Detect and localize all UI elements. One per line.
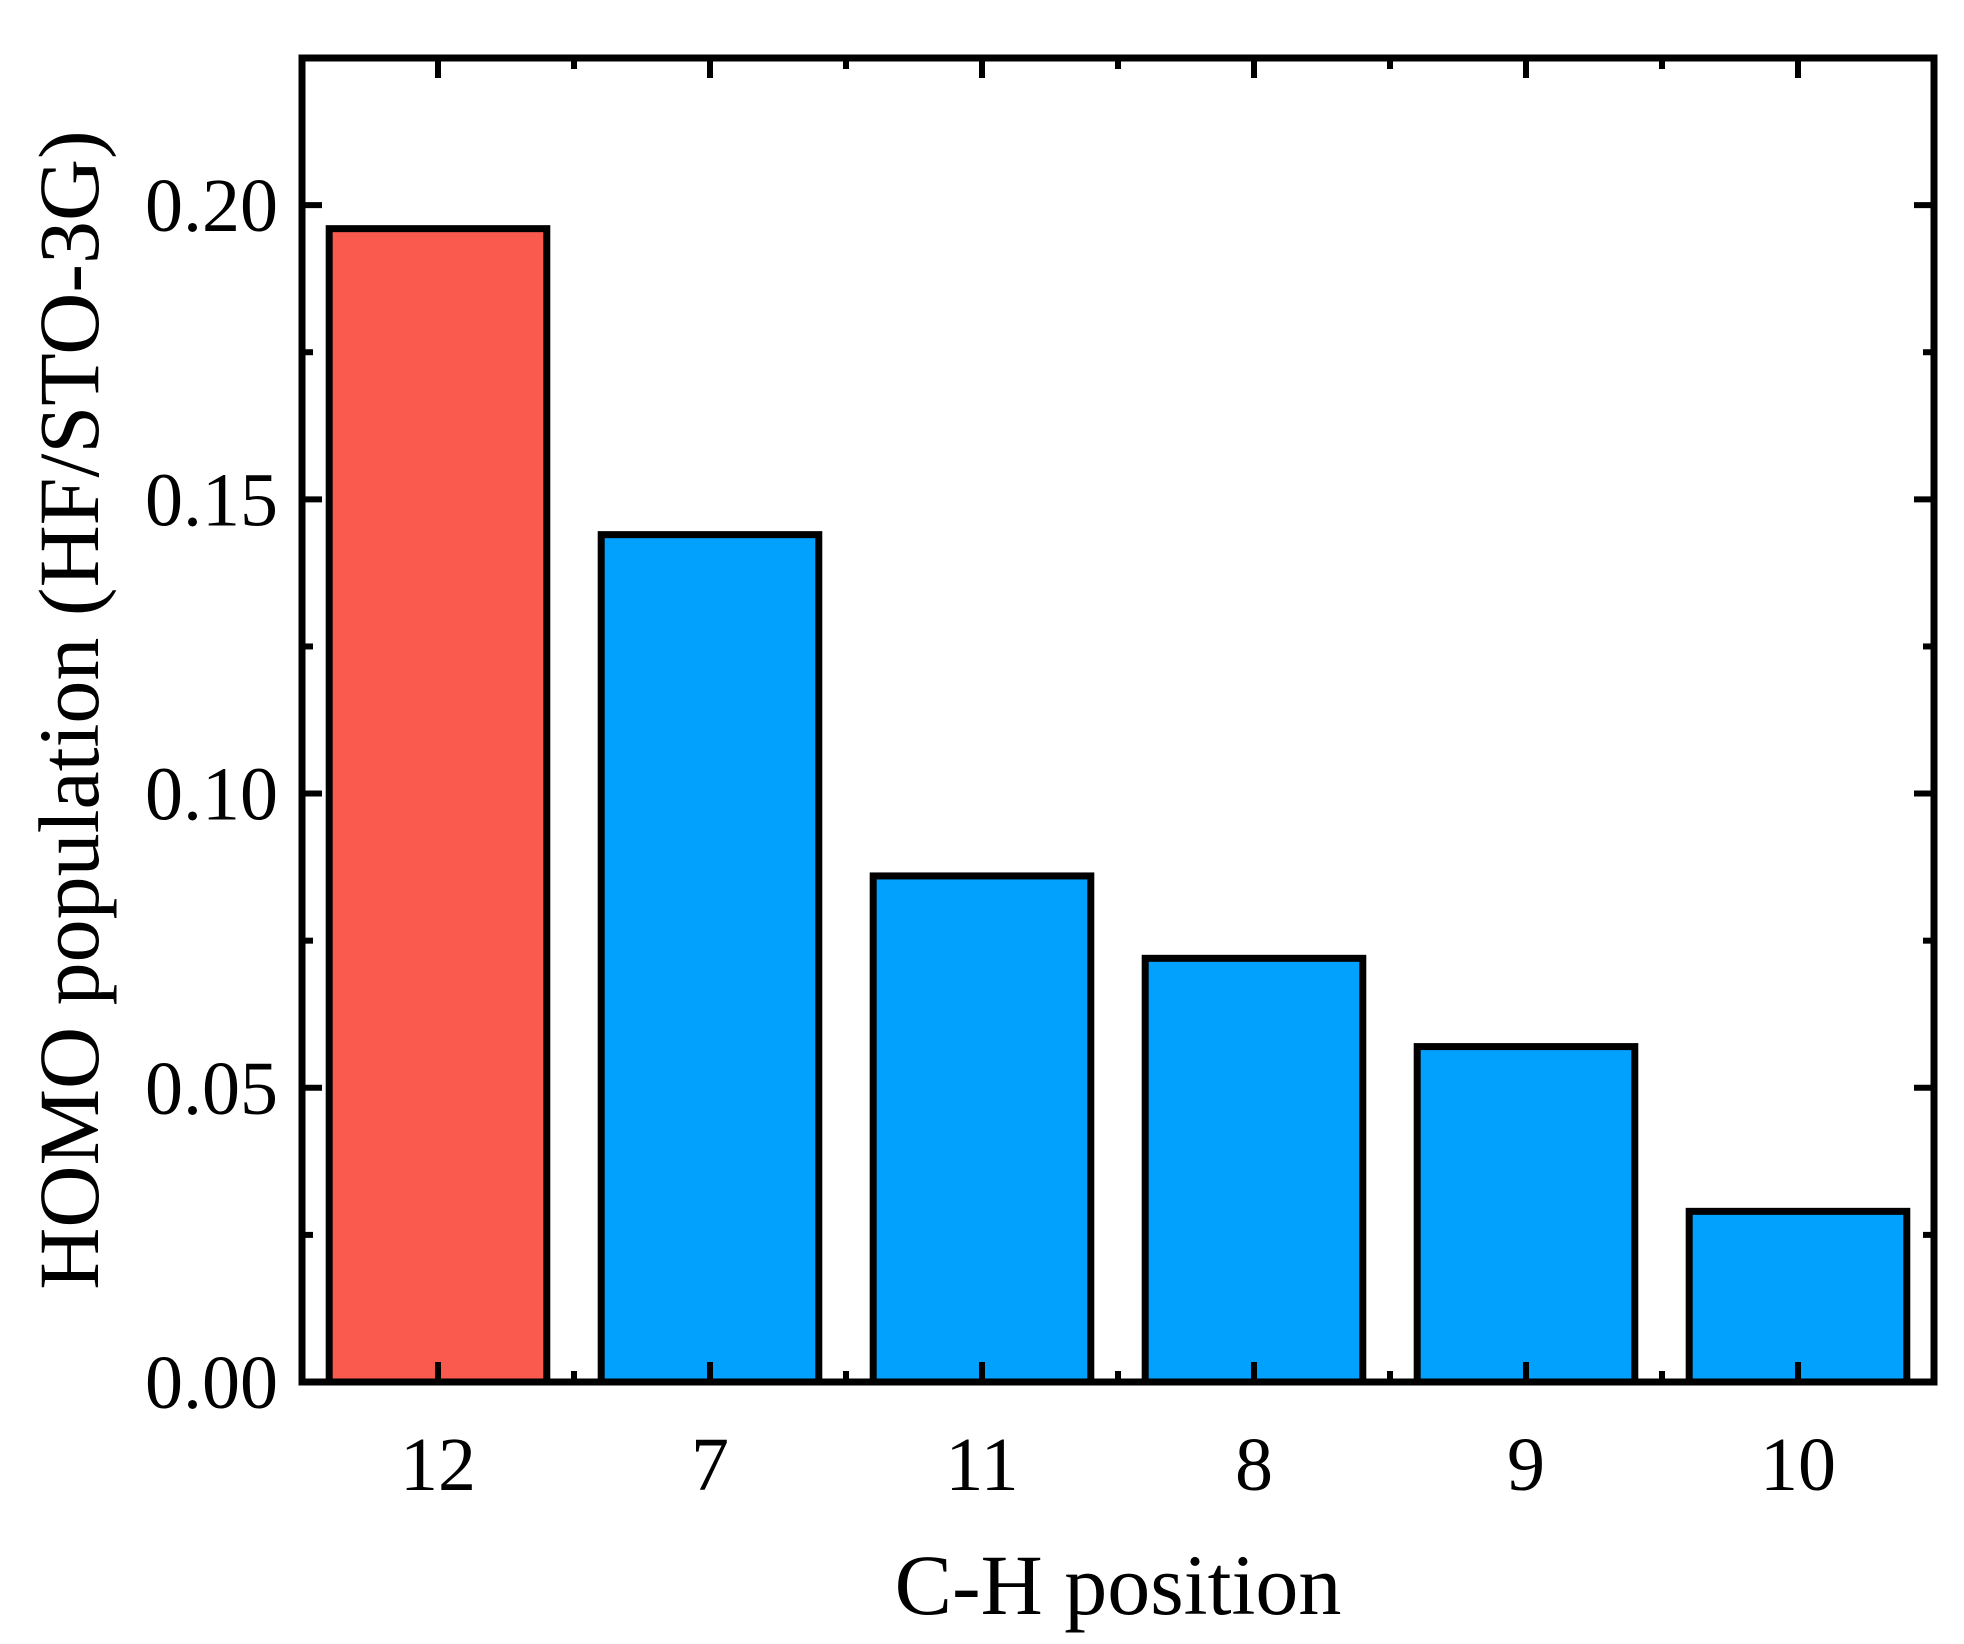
y-tick-label: 0.10	[145, 753, 278, 837]
tick-labels-layer: 12 7 11 8 9 10 0.00 0.05 0.10 0.15 0.20	[145, 164, 1836, 1507]
x-axis-title: C-H position	[895, 1537, 1342, 1633]
y-tick-label: 0.15	[145, 458, 278, 542]
x-tick-label: 8	[1235, 1423, 1273, 1507]
y-tick-label: 0.00	[145, 1341, 278, 1425]
plot-frame	[298, 54, 1938, 1386]
bar-11	[869, 872, 1095, 1386]
bar-9	[1413, 1043, 1639, 1386]
bar-12	[325, 225, 551, 1386]
x-tick-label: 10	[1760, 1423, 1836, 1507]
bar-8	[1141, 954, 1367, 1386]
y-tick-label: 0.20	[145, 164, 278, 248]
bar-7	[597, 531, 823, 1386]
x-tick-label: 11	[945, 1423, 1018, 1507]
x-tick-label: 9	[1507, 1423, 1545, 1507]
x-tick-label: 7	[691, 1423, 729, 1507]
y-tick-label: 0.05	[145, 1047, 278, 1131]
bar-10	[1685, 1207, 1911, 1386]
bars-layer	[325, 225, 1911, 1386]
x-tick-label: 12	[400, 1423, 476, 1507]
y-axis-title: HOMO population (HF/STO-3G)	[21, 130, 117, 1289]
